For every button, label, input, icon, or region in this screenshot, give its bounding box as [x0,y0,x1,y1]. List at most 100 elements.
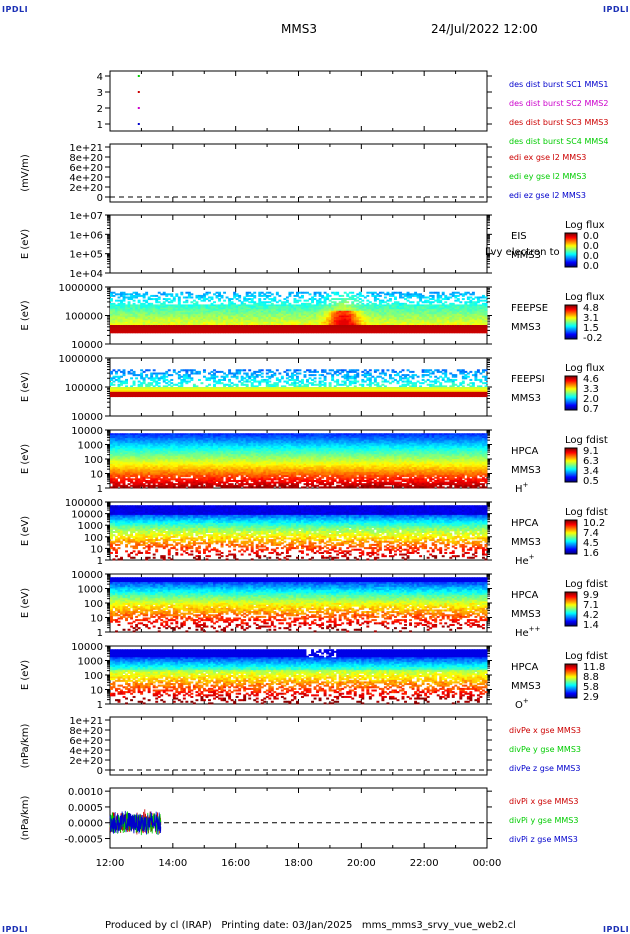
hpca-h-ytick: 10 [90,470,103,481]
x-axis-tick: 20:00 [347,858,376,869]
eis-ytick: 1e+05 [69,250,103,261]
eis-overlay-text: llvy electron to [485,247,560,258]
hpca-hepp-instrument-label: HPCA [511,590,539,601]
x-axis-tick: 12:00 [96,858,125,869]
hpca-o-instrument-label: HPCA [511,662,539,673]
hpca-o-colorbar-tick: 2.9 [583,692,599,703]
edi-ylabel: (mV/m) [20,154,31,192]
hpca-he-spacecraft-label: MMS3 [511,537,541,548]
hpca-h-instrument-label: HPCA [511,446,539,457]
edi-legend-2: edi ez gse l2 MMS3 [509,191,586,200]
feepse-instrument-label: FEEPSE [511,303,548,314]
burst-legend-3: des dist burst SC4 MMS4 [509,137,608,146]
hpca-hepp-ytick: 10 [90,614,103,625]
edi-panel-frame [110,144,487,202]
hpca-h-species-label: H+ [515,481,529,495]
divpe-ylabel: (nPa/km) [20,724,31,769]
feepse-ylabel: E (eV) [20,300,31,330]
burst-legend-2: des dist burst SC3 MMS3 [509,118,608,127]
burst-panel-frame [110,71,487,131]
hpca-hepp-ytick: 10000 [71,570,103,581]
divpi-ytick: 0.0010 [68,787,103,798]
hpca-o-ytick: 1000 [78,657,103,668]
feepsi-ylabel: E (eV) [20,372,31,402]
hpca-h-spectrogram [110,433,487,488]
divpi-ytick: -0.0005 [64,835,103,846]
feepsi-spacecraft-label: MMS3 [511,393,541,404]
eis-colorbar-title: Log flux [565,220,605,231]
divpi-ytick: 0.0005 [68,803,103,814]
feepsi-colorbar-tick: 0.7 [583,404,599,415]
hpca-h-colorbar-title: Log fdist [565,435,608,446]
hpca-o-colorbar-title: Log fdist [565,651,608,662]
eis-ytick: 1e+04 [69,269,103,280]
eis-instrument-label: EIS [511,231,527,242]
hpca-h-ytick: 10000 [71,426,103,437]
edi-legend-0: edi ex gse l2 MMS3 [509,153,586,162]
burst-point-3 [138,91,140,93]
hpca-he-ylabel: E (eV) [20,516,31,546]
hpca-o-ytick: 10 [90,686,103,697]
hpca-o-spectrogram [110,649,487,704]
feepsi-ytick: 100000 [65,383,103,394]
feepsi-ytick: 10000 [71,412,103,423]
hpca-h-ytick: 100 [84,455,103,466]
eis-ytick: 1e+06 [69,230,103,241]
divpi-legend-1: divPi y gse MMS3 [509,816,578,825]
x-axis-tick: 00:00 [473,858,502,869]
eis-panel-frame [110,215,487,273]
burst-ytick: 1 [97,120,103,131]
hpca-o-ytick: 100 [84,671,103,682]
burst-legend-0: des dist burst SC1 MMS1 [509,80,608,89]
hpca-hepp-colorbar-title: Log fdist [565,579,608,590]
divpe-legend-1: divPe y gse MMS3 [509,745,581,754]
divpi-ytick: 0.0000 [68,819,103,830]
hpca-hepp-ylabel: E (eV) [20,588,31,618]
hpca-he-ytick: 1 [97,556,103,567]
eis-colorbar-tick: 0.0 [583,261,599,272]
x-axis-tick: 16:00 [221,858,250,869]
hpca-h-ytick: 1000 [78,441,103,452]
divpi-legend-2: divPi z gse MMS3 [509,835,578,844]
divpe-panel-frame [110,717,487,775]
feepse-ytick: 10000 [71,340,103,351]
feepsi-spectrogram [110,369,487,397]
hpca-o-ytick: 1 [97,700,103,711]
feepse-ytick: 100000 [65,312,103,323]
hpca-o-ytick: 10000 [71,642,103,653]
hpca-he-ytick: 100 [84,533,103,544]
divpe-legend-2: divPe z gse MMS3 [509,764,580,773]
divpi-ylabel: (nPa/km) [20,796,31,841]
feepsi-ytick: 1000000 [58,354,103,365]
hpca-hepp-spectrogram [110,577,487,632]
hpca-he-instrument-label: HPCA [511,518,539,529]
hpca-o-spacecraft-label: MMS3 [511,681,541,692]
divpe-legend-0: divPe x gse MMS3 [509,726,581,735]
hpca-he-ytick: 1000 [78,521,103,532]
chart-canvas: 12:00 14:00 16:00 18:00 20:00 22:00 00:004321d… [0,0,630,934]
feepse-colorbar-title: Log flux [565,292,605,303]
burst-ytick: 3 [97,88,103,99]
divpi-panel-frame [110,788,487,848]
hpca-he-ytick: 10000 [71,510,103,521]
feepsi-instrument-label: FEEPSI [511,374,545,385]
eis-ytick: 1e+07 [69,211,103,222]
hpca-hepp-ytick: 1000 [78,585,103,596]
hpca-h-colorbar-tick: 0.5 [583,476,599,487]
hpca-he-ytick: 100000 [65,498,103,509]
x-axis-tick: 18:00 [284,858,313,869]
edi-ytick: 0 [97,193,103,204]
hpca-he-ytick: 10 [90,544,103,555]
feepse-colorbar-tick: -0.2 [583,333,603,344]
divpe-ytick: 0 [97,766,103,777]
hpca-he-species-label: He+ [515,553,535,567]
hpca-h-spacecraft-label: MMS3 [511,465,541,476]
feepse-spectrogram [110,292,487,334]
hpca-hepp-spacecraft-label: MMS3 [511,609,541,620]
burst-point-1 [138,123,140,125]
hpca-h-ylabel: E (eV) [20,444,31,474]
feepsi-colorbar-title: Log flux [565,363,605,374]
hpca-hepp-colorbar-tick: 1.4 [583,620,599,631]
hpca-hepp-ytick: 1 [97,628,103,639]
edi-legend-1: edi ey gse l2 MMS3 [509,172,587,181]
